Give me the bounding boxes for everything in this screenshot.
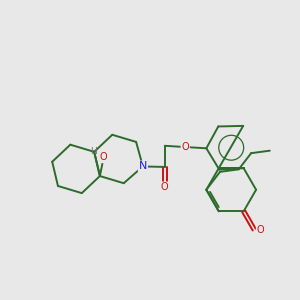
Text: H: H — [91, 147, 97, 156]
Text: N: N — [139, 161, 147, 171]
Text: O: O — [256, 225, 264, 235]
Text: O: O — [161, 182, 169, 192]
Text: O: O — [182, 142, 189, 152]
Text: O: O — [100, 152, 107, 162]
